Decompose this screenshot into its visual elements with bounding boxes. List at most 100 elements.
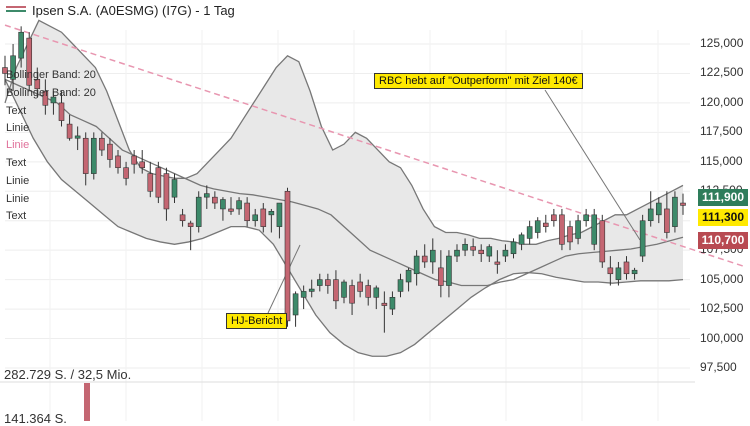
candle-body — [203, 193, 210, 198]
volume-scale-label: 141.364 S. — [4, 411, 67, 426]
candle-body — [284, 190, 291, 322]
candle-body — [74, 135, 81, 139]
candle-body — [50, 96, 57, 104]
candle-body — [470, 246, 476, 251]
candle-body — [252, 214, 259, 222]
candle-body — [551, 214, 557, 222]
candle-body — [90, 137, 97, 174]
price-badge: 111,900 — [698, 189, 748, 206]
candle-body — [179, 214, 186, 222]
candle-body — [381, 302, 388, 306]
candle-body — [58, 102, 65, 121]
candle-body — [510, 241, 517, 255]
volume-bar — [84, 383, 90, 421]
y-tick-label: 97,500 — [700, 360, 737, 374]
candle-body — [486, 246, 493, 257]
legend-line-trend[interactable]: Linie — [6, 139, 30, 151]
candle-body — [18, 31, 24, 59]
candle-body — [365, 285, 372, 298]
candle-body — [107, 143, 113, 160]
y-tick-label: 122,500 — [700, 65, 744, 80]
candle-body — [236, 200, 242, 210]
chart-title: Ipsen S.A. (A0ESMG) (I7G) - 1 Tag — [32, 3, 235, 18]
annotation-rbc[interactable]: RBC hebt auf "Outperform" mit Ziel 140€ — [374, 73, 583, 89]
bollinger-band-fill — [5, 20, 683, 357]
candle-body — [2, 67, 8, 74]
legend-bollinger-upper[interactable]: Bollinger Band: 20 — [6, 69, 96, 81]
price-badge: 111,300 — [698, 209, 748, 226]
candle-body — [413, 255, 420, 275]
y-tick-label: 120,000 — [700, 94, 744, 109]
candle-body — [373, 287, 380, 298]
legend-line-1[interactable]: Linie — [6, 122, 30, 134]
candle-body — [438, 267, 444, 286]
candle-body — [34, 79, 41, 90]
legend-line-2[interactable]: Linie — [6, 175, 30, 187]
candle-body — [615, 267, 622, 280]
candle-body — [115, 155, 121, 169]
candle-body — [155, 167, 162, 198]
candle-body — [333, 279, 339, 302]
candle-body — [300, 291, 307, 298]
candle-body — [575, 220, 581, 239]
candle-body — [591, 214, 598, 245]
candle-body — [429, 249, 436, 263]
bollinger-lower-line — [4, 79, 684, 357]
candle-body — [542, 222, 549, 227]
candle-body — [462, 243, 468, 251]
candle-body — [212, 196, 218, 204]
candle-body — [583, 214, 589, 222]
candle-body — [10, 55, 16, 80]
legend-bollinger-lower[interactable]: Bollinger Band: 20 — [6, 87, 96, 99]
candle-body — [664, 208, 670, 233]
candle-body — [244, 202, 250, 222]
chart-type-icon[interactable] — [6, 6, 26, 16]
legend-line-3[interactable]: Linie — [6, 193, 30, 205]
candle-body — [454, 249, 460, 257]
candle-body — [534, 220, 541, 233]
candle-body — [268, 211, 275, 216]
candle-body — [123, 167, 129, 179]
legend-text-2[interactable]: Text — [6, 157, 27, 169]
annotation-hj-bericht[interactable]: HJ-Bericht — [226, 313, 288, 329]
price-badge: 110,700 — [698, 232, 748, 249]
candle-body — [139, 161, 146, 169]
y-tick-label: 105,000 — [700, 271, 744, 286]
candle-body — [478, 249, 485, 255]
candle-body — [66, 123, 73, 139]
y-tick-label: 115,000 — [700, 153, 743, 168]
candle-body — [341, 281, 347, 298]
candle-body — [502, 249, 509, 257]
y-tick-label: 100,000 — [700, 330, 744, 345]
legend-text-1[interactable]: Text — [6, 105, 27, 117]
candle-body — [421, 255, 428, 263]
y-tick-label: 102,500 — [700, 301, 744, 316]
candle-body — [639, 220, 646, 257]
candle-body — [607, 267, 614, 275]
candle-body — [131, 155, 137, 165]
candle-body — [147, 173, 154, 192]
candle-body — [623, 261, 630, 275]
y-tick-label: 125,000 — [700, 36, 744, 50]
legend-text-3[interactable]: Text — [6, 210, 27, 222]
candle-body — [260, 208, 267, 227]
candle-body — [276, 202, 283, 227]
candle-body — [308, 288, 315, 292]
candle-body — [567, 226, 573, 243]
candle-body — [171, 179, 178, 198]
candle-body — [163, 173, 170, 210]
annotation-rbc-pointer — [544, 89, 641, 241]
annotation-hj-pointer — [267, 244, 301, 314]
candle-body — [99, 137, 105, 151]
candle-body — [187, 222, 194, 227]
candle-body — [195, 196, 202, 227]
candle-body — [405, 269, 412, 283]
y-tick-label: 117,500 — [700, 124, 743, 139]
candle-body — [349, 285, 355, 304]
candle-body — [220, 199, 226, 210]
candle-body — [526, 226, 533, 239]
candle-body — [518, 234, 525, 245]
candle-body — [680, 202, 686, 206]
